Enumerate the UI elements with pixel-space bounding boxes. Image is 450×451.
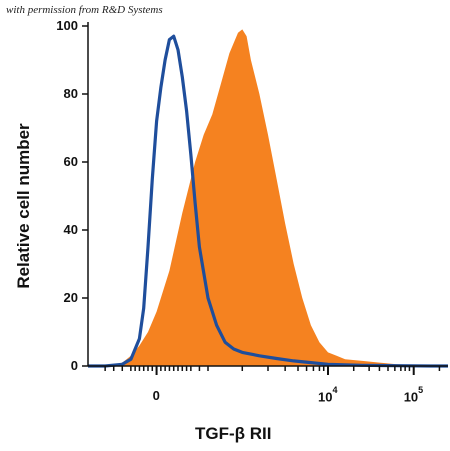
histogram-outline-series: [88, 34, 448, 368]
y-tick-label: 60: [63, 154, 78, 169]
x-axis-label: TGF-β RII: [195, 424, 272, 443]
x-tick-label: 0: [152, 388, 160, 403]
y-axis-label: Relative cell number: [14, 123, 33, 289]
credit-text: with permission from R&D Systems: [6, 4, 163, 16]
x-tick-label: 104: [318, 385, 338, 405]
y-tick-label: 100: [56, 18, 78, 33]
histogram-filled-series: [88, 29, 448, 367]
x-tick-label: 105: [403, 385, 424, 405]
y-tick-label: 80: [63, 86, 78, 101]
y-tick-label: 0: [70, 358, 78, 373]
y-tick-label: 20: [63, 290, 78, 305]
y-tick-label: 40: [63, 222, 78, 237]
